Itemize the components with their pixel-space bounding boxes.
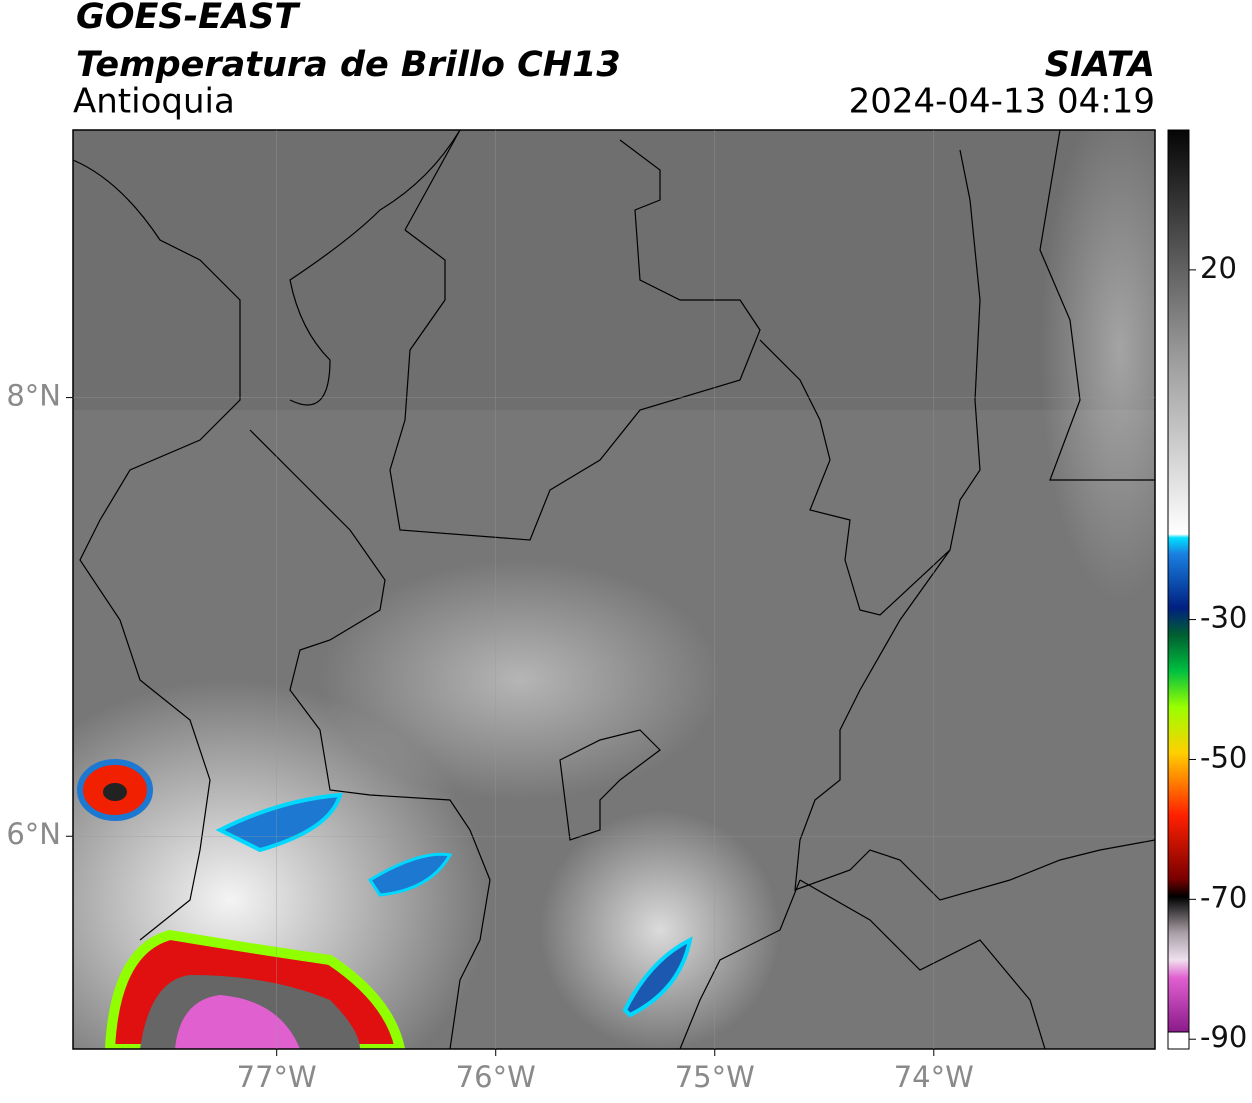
x-tick-label: 76°W bbox=[456, 1060, 536, 1094]
colorbar-tick-label: -30 bbox=[1200, 601, 1247, 635]
x-tick-label: 77°W bbox=[237, 1060, 317, 1094]
region: Antioquia bbox=[73, 82, 235, 122]
y-tick-label: 8°N bbox=[6, 379, 61, 413]
x-tick-label: 75°W bbox=[675, 1060, 755, 1094]
product: Temperatura de Brillo CH13 bbox=[76, 45, 621, 85]
colorbar-tick-label: -90 bbox=[1200, 1020, 1247, 1054]
satellite: GOES-EAST bbox=[76, 0, 301, 37]
colorbar-tick-label: -50 bbox=[1200, 740, 1247, 774]
agency: SIATA bbox=[1045, 45, 1155, 85]
colorbar-tick-label: 20 bbox=[1200, 251, 1237, 285]
y-tick-label: 6°N bbox=[6, 817, 61, 851]
timestamp: 2024-04-13 04:19 bbox=[849, 82, 1155, 122]
map-frame bbox=[72, 129, 1156, 1050]
x-tick-label: 74°W bbox=[894, 1060, 974, 1094]
colorbar-under bbox=[1167, 1031, 1190, 1050]
colorbar-tick-label: -70 bbox=[1200, 880, 1247, 914]
satellite-image bbox=[73, 130, 1155, 1049]
colorbar bbox=[1167, 129, 1190, 1033]
